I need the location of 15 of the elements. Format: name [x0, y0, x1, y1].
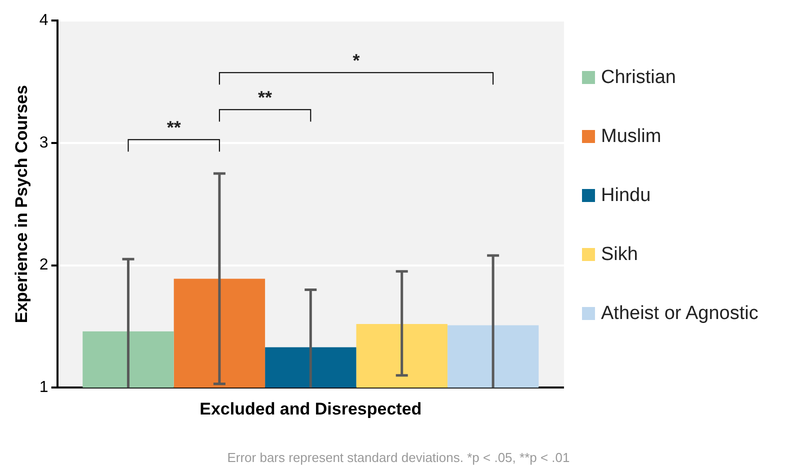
x-tick-label: Excluded and Disrespected: [200, 399, 422, 418]
legend-label: Muslim: [601, 126, 662, 148]
legend-label: Christian: [601, 66, 676, 88]
annotation: *: [352, 50, 360, 71]
y-axis-title: Experience in Psych Courses: [12, 85, 31, 324]
text: Error bars represent standard deviations. *p < .05, **p < .01: [226, 450, 571, 465]
y-tick-label: 3: [39, 134, 48, 152]
y-tick-label: 1: [39, 379, 48, 396]
legend-label: Atheist or Agnostic: [601, 302, 758, 324]
y-tick-label: 4: [39, 12, 48, 30]
legend-label: Hindu: [601, 184, 651, 206]
y-tick-label: 2: [39, 256, 48, 274]
annotation: **: [166, 118, 181, 138]
legend-label: Sikh: [601, 244, 638, 266]
annotation: **: [258, 88, 272, 108]
